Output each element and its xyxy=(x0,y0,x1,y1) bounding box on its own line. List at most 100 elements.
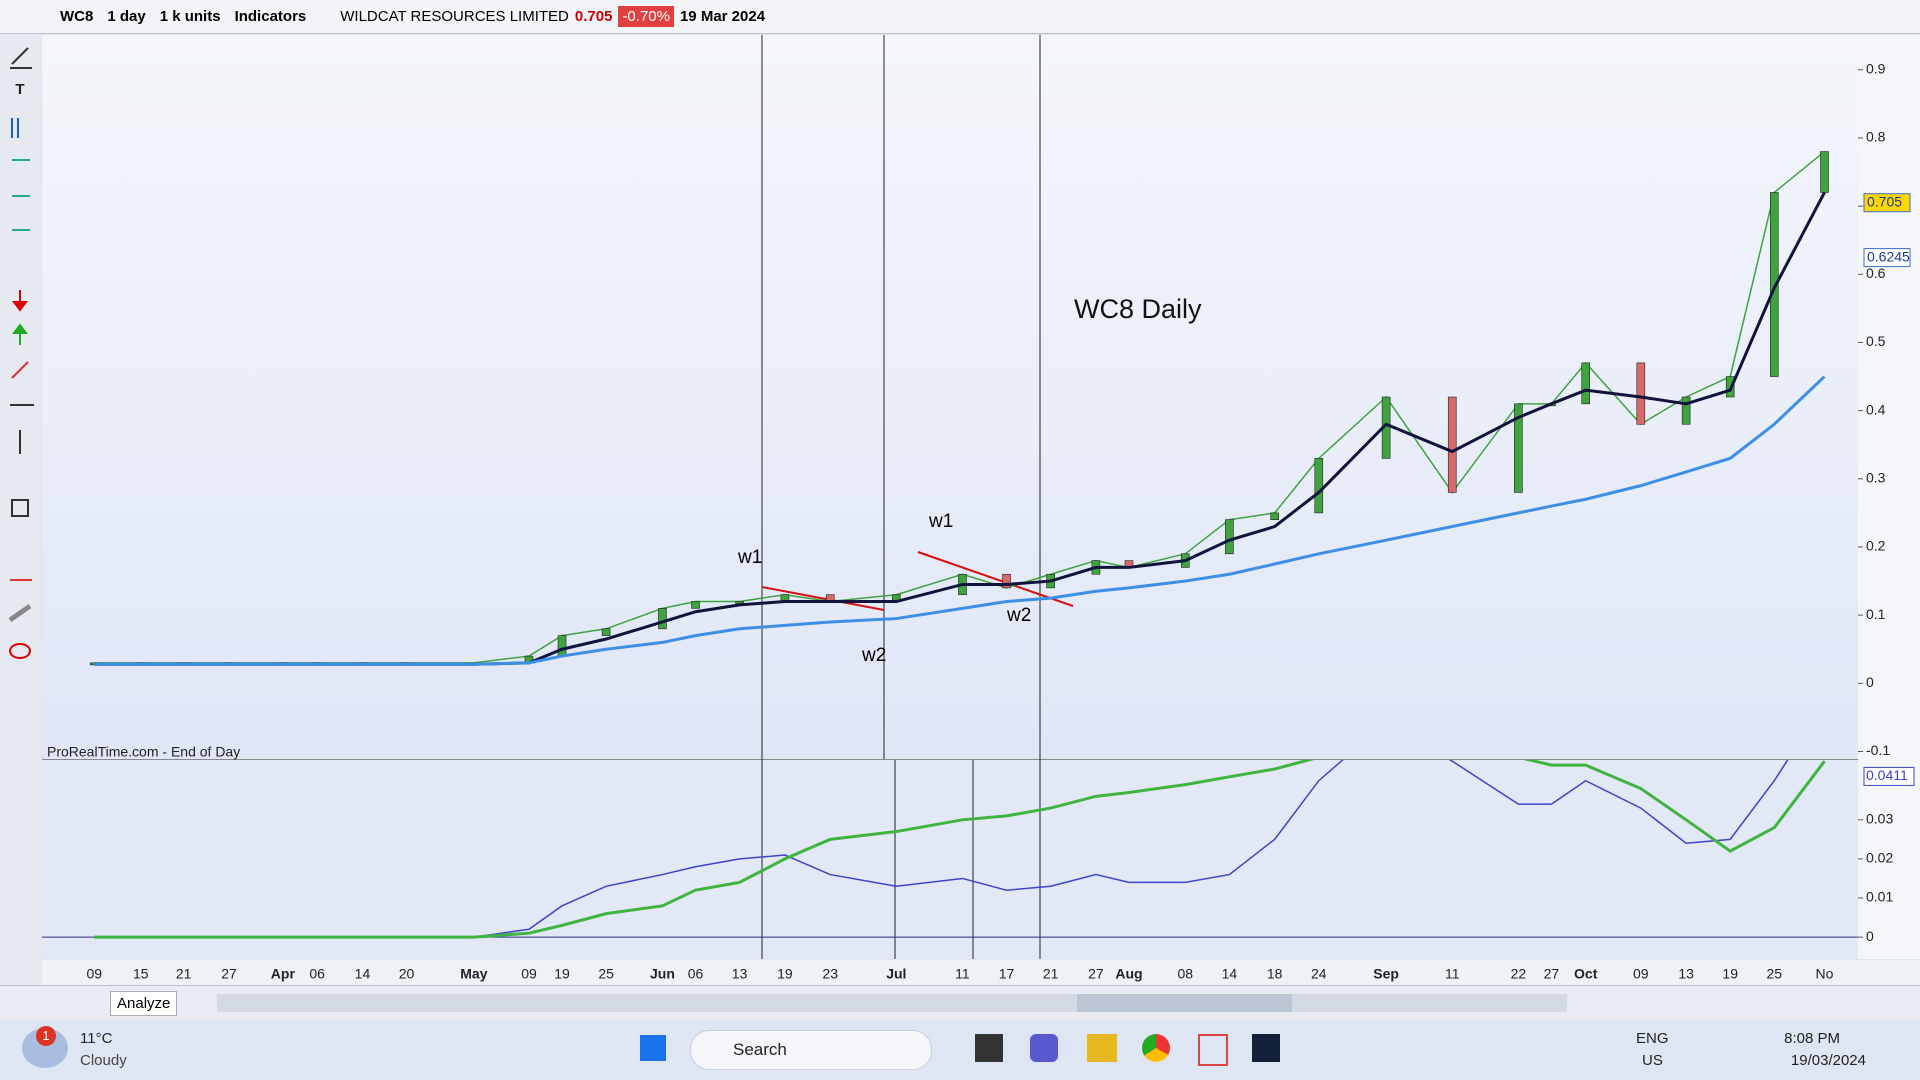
x-tick-label: No xyxy=(1816,966,1834,982)
app-icon[interactable] xyxy=(1252,1034,1280,1062)
scrollbar[interactable] xyxy=(217,994,1568,1012)
candle xyxy=(1447,396,1457,493)
candle xyxy=(1636,362,1646,425)
candle xyxy=(1002,573,1011,589)
candle xyxy=(1314,458,1324,514)
tool-panel xyxy=(0,34,41,985)
taskbar: 1 11°C Cloudy Search ENG US 8:08 PM 19/0… xyxy=(0,1020,1920,1080)
x-tick-label: 08 xyxy=(1178,966,1194,982)
x-tick-label: 15 xyxy=(133,966,149,982)
svg-text:T: T xyxy=(15,81,24,98)
candle xyxy=(1681,396,1691,425)
source: ProRealTime.com - End of Day xyxy=(47,744,240,760)
indicators[interactable]: Indicators xyxy=(234,8,307,25)
x-tick-label: 11 xyxy=(955,966,970,982)
app-icon[interactable] xyxy=(1030,1034,1058,1062)
language: ENG xyxy=(1636,1030,1669,1047)
y-tick-label: 0.02 xyxy=(1866,850,1893,866)
x-tick-label: 19 xyxy=(1722,966,1738,982)
price: 0.705 xyxy=(574,8,613,25)
x-tick-label: 22 xyxy=(1511,966,1527,982)
x-tick-label: 09 xyxy=(86,966,102,982)
x-tick-label: 19 xyxy=(554,966,570,982)
y-tick-label: 0.8 xyxy=(1866,129,1886,145)
x-tick-label: 17 xyxy=(999,966,1015,982)
region: US xyxy=(1642,1052,1663,1069)
app-icon[interactable] xyxy=(1198,1034,1228,1066)
candle xyxy=(658,608,667,630)
start-button[interactable] xyxy=(640,1035,666,1061)
candle xyxy=(1225,519,1234,555)
x-tick-label: 09 xyxy=(1633,966,1649,982)
annotation: w2 xyxy=(1006,605,1031,626)
indicator-series xyxy=(42,760,1858,939)
y-tick-label: 0.2 xyxy=(1866,538,1886,554)
analyze-button[interactable]: Analyze xyxy=(110,990,178,1016)
y-tick-label: -0.1 xyxy=(1866,742,1890,758)
instrument: WILDCAT RESOURCES LIMITED xyxy=(340,8,569,25)
axes: -0.100.10.20.30.40.50.60.70.80.900.010.0… xyxy=(86,60,1915,982)
price-label: 0.705 xyxy=(1867,193,1902,209)
units[interactable]: 1 k units xyxy=(159,8,221,25)
price-label: 0.6245 xyxy=(1867,248,1910,264)
x-tick-label: 14 xyxy=(355,966,371,982)
x-tick-label: Apr xyxy=(271,966,296,982)
vertical-lines xyxy=(761,35,1041,959)
candle xyxy=(1769,192,1779,377)
search-text: Search xyxy=(733,1040,787,1059)
y-tick-label: 0.5 xyxy=(1866,333,1886,349)
price-panel xyxy=(42,35,1858,759)
date: 19 Mar 2024 xyxy=(679,8,766,25)
y-tick-label: 0.4 xyxy=(1866,401,1886,417)
candle xyxy=(691,601,700,609)
candle xyxy=(1820,151,1829,193)
y-tick-label: 0.9 xyxy=(1866,60,1886,76)
x-tick-label: 24 xyxy=(1311,966,1327,982)
candle xyxy=(1270,512,1279,521)
price-axis xyxy=(1858,35,1920,959)
x-tick-label: 14 xyxy=(1222,966,1238,982)
temperature: 11°C xyxy=(80,1030,113,1047)
symbol[interactable]: WC8 xyxy=(60,8,94,25)
x-tick-label: 13 xyxy=(732,966,748,982)
series-line xyxy=(94,375,1826,666)
app-icon[interactable] xyxy=(1087,1034,1117,1062)
y-tick-label: 0.01 xyxy=(1866,889,1893,905)
candle xyxy=(601,628,611,636)
app-icon[interactable] xyxy=(975,1034,1003,1062)
search-box[interactable]: Search xyxy=(690,1030,932,1070)
tool-icons[interactable]: T xyxy=(8,47,34,659)
bottom-toolbar: Analyze xyxy=(0,985,1920,1020)
period[interactable]: 1 day xyxy=(107,8,146,25)
app-icon[interactable] xyxy=(1142,1034,1170,1062)
x-tick-label: 18 xyxy=(1267,966,1283,982)
toolbar: WC8 1 day 1 k units Indicators WILDCAT R… xyxy=(0,0,1920,34)
chart-title: WC8 Daily xyxy=(1074,294,1202,324)
x-tick-label: 25 xyxy=(598,966,614,982)
value-label-box xyxy=(1863,766,1915,786)
x-tick-label: 21 xyxy=(1043,966,1059,982)
x-tick-label: 09 xyxy=(521,966,537,982)
x-tick-label: 25 xyxy=(1766,966,1782,982)
indicator-panel xyxy=(42,760,1858,959)
candle xyxy=(1514,403,1523,493)
x-tick-label: Jun xyxy=(650,966,675,982)
date: 19/03/2024 xyxy=(1790,1052,1866,1069)
x-tick-label: May xyxy=(460,966,487,982)
change: -0.70% xyxy=(618,6,674,27)
x-tick-label: 13 xyxy=(1678,966,1694,982)
x-tick-label: 21 xyxy=(176,966,192,982)
y-tick-label: 0 xyxy=(1866,928,1874,944)
x-tick-label: Sep xyxy=(1373,966,1399,982)
y-tick-label: 0.03 xyxy=(1866,811,1893,827)
x-tick-label: 23 xyxy=(822,966,838,982)
price-label-box xyxy=(1863,248,1911,268)
x-tick-label: 27 xyxy=(221,966,237,982)
price-label-box xyxy=(1863,193,1911,213)
x-tick-label: 19 xyxy=(777,966,793,982)
series-line xyxy=(94,760,1826,939)
y-tick-label: 0.6 xyxy=(1866,265,1886,281)
annotation: w2 xyxy=(861,645,886,666)
candle xyxy=(557,635,567,657)
